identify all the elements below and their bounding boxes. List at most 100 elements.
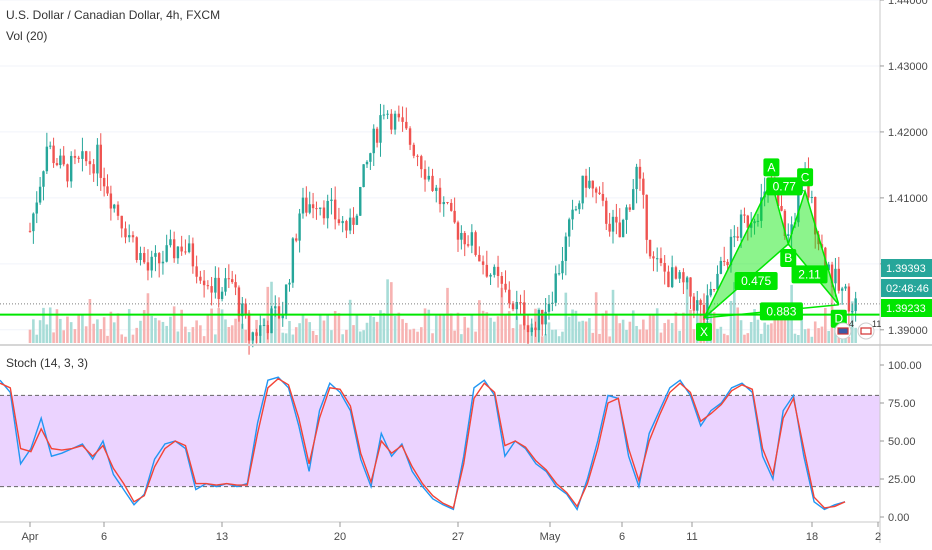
candle-body: [62, 155, 65, 165]
candle-body: [719, 260, 723, 274]
volume-bar: [470, 314, 474, 343]
volume-bar: [230, 325, 234, 343]
candle-body: [743, 214, 746, 216]
candle-body: [49, 145, 52, 147]
volume-legend[interactable]: Vol (20): [6, 29, 48, 43]
volume-bar: [112, 322, 116, 343]
economic-events[interactable]: 4 11: [834, 319, 881, 340]
volume-bar: [736, 307, 739, 343]
volume-bar: [55, 309, 59, 343]
volume-bar: [753, 309, 756, 343]
candle-body: [333, 199, 337, 220]
candle-body: [427, 175, 430, 180]
volume-bar: [99, 329, 103, 343]
volume-bar: [298, 323, 301, 343]
volume-bar: [244, 329, 247, 343]
candle-body: [259, 325, 262, 336]
candle-body: [355, 215, 359, 225]
harmonic-pattern[interactable]: X A B C D 0.475 0.77 2.11 0.883: [696, 158, 847, 341]
ratio-abc-box: [766, 177, 803, 196]
volume-bar: [284, 333, 288, 343]
ratio-abc: 0.77: [773, 179, 797, 193]
candle-body: [682, 272, 685, 283]
candle-body: [733, 236, 736, 238]
volume-bar: [45, 324, 49, 343]
candle-body: [237, 287, 241, 317]
time-tick-label: 13: [216, 531, 228, 543]
volume-bar: [333, 310, 337, 343]
volume-bar: [449, 313, 453, 343]
candle-body: [726, 261, 729, 266]
time-axis[interactable]: Apr 6 13 20 27 May 6 11 18 2: [0, 521, 881, 543]
volume-bar: [390, 282, 393, 343]
candle-body: [508, 289, 511, 304]
candle-body: [202, 280, 206, 286]
candle-body: [568, 219, 571, 237]
candle-body: [412, 144, 416, 156]
candle-body: [330, 199, 333, 201]
stoch-legend[interactable]: Stoch (14, 3, 3): [6, 356, 89, 370]
candle-body: [776, 192, 780, 206]
volume-bar: [551, 329, 554, 343]
candle-body: [382, 114, 386, 116]
volume-bar: [504, 314, 507, 343]
candle-body: [712, 288, 716, 290]
candle-body: [478, 254, 481, 262]
candle-body: [143, 253, 146, 263]
volume-bar: [62, 330, 65, 343]
candle-body: [116, 204, 120, 216]
candle-body: [291, 238, 295, 283]
candle-body: [621, 219, 625, 238]
candle-body: [655, 258, 659, 260]
volume-bar: [305, 318, 308, 343]
volume-bar: [739, 320, 743, 343]
volume-bar: [146, 293, 150, 343]
volume-bar: [273, 309, 277, 343]
volume-bar: [405, 322, 408, 343]
candle-body: [420, 156, 423, 170]
pattern-point-b: B: [784, 251, 792, 265]
candle-body: [578, 203, 581, 210]
volume-bar: [652, 314, 655, 343]
symbol-title[interactable]: U.S. Dollar / Canadian Dollar, 4h, FXCM: [6, 8, 221, 22]
volume-bar: [48, 307, 52, 343]
candle-body: [277, 306, 281, 319]
candle-body: [210, 286, 213, 293]
volume-bar: [180, 309, 183, 343]
candle-body: [790, 224, 793, 235]
volume-bar: [813, 321, 817, 343]
candle-body: [214, 277, 217, 293]
volume-bar: [96, 319, 99, 343]
candle-body: [113, 204, 116, 209]
volume-bar: [519, 324, 522, 343]
candle-body: [311, 204, 315, 209]
volume-bar: [393, 315, 397, 343]
volume-bar: [154, 317, 157, 343]
volume-bar: [59, 318, 62, 343]
candle-body: [648, 239, 652, 257]
time-tick-label: 6: [101, 531, 107, 543]
candle-body: [854, 298, 857, 312]
last-price-badge: 1.39393: [886, 263, 926, 275]
volume-bar: [759, 333, 763, 343]
volume-bar: [358, 331, 362, 343]
ratio-xad-box: [759, 302, 803, 321]
pattern-point-a: A: [767, 160, 775, 174]
volume-bar: [685, 280, 689, 343]
candle-body: [635, 166, 638, 190]
time-tick-label: 6: [619, 531, 625, 543]
candle-body: [716, 273, 719, 290]
countdown-badge-box: [881, 279, 932, 297]
volume-bar: [850, 301, 854, 343]
candle-body: [345, 221, 348, 231]
candle-body: [736, 236, 739, 238]
volume-bar: [35, 334, 39, 343]
stoch-axis[interactable]: 100.00 75.00 50.00 25.00 0.00: [880, 360, 922, 524]
price-tick-label: 1.41000: [888, 193, 928, 205]
candle-body: [493, 266, 496, 275]
candle-body: [295, 238, 298, 241]
candle-body: [749, 223, 753, 228]
volume-bar: [301, 314, 305, 343]
volume-bar: [810, 336, 814, 343]
